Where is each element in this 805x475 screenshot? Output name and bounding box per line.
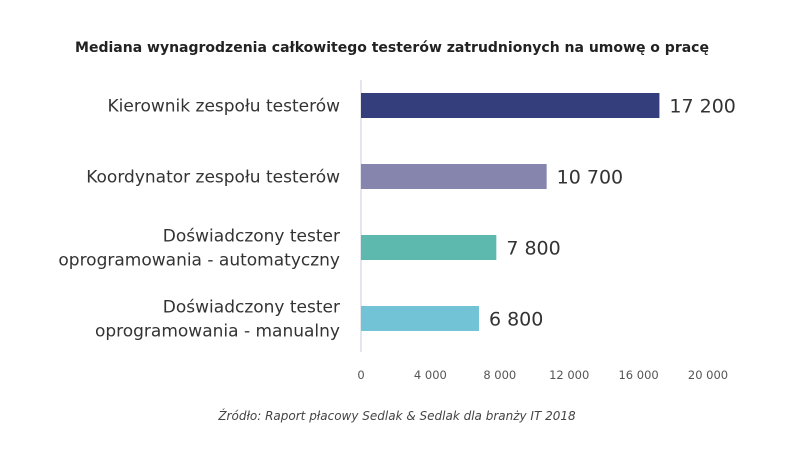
category-label: Doświadczony tester — [163, 227, 340, 247]
data-label: 7 800 — [506, 238, 560, 260]
category-label: Doświadczony tester — [163, 298, 340, 318]
x-tick-label: 8 000 — [483, 368, 516, 382]
chart-title: Mediana wynagrodzenia całkowitego tester… — [75, 40, 709, 56]
category-label: oprogramowania - manualny — [95, 322, 340, 342]
source-note: Źródło: Raport płacowy Sedlak & Sedlak d… — [217, 408, 576, 423]
x-tick-label: 4 000 — [414, 368, 447, 382]
x-tick-label: 20 000 — [688, 368, 728, 382]
data-label: 17 200 — [669, 96, 735, 118]
category-label: Kierownik zespołu testerów — [108, 97, 341, 117]
bar — [361, 306, 479, 331]
x-tick-label: 12 000 — [549, 368, 589, 382]
bar — [361, 164, 547, 189]
bar — [361, 93, 660, 118]
category-label: oprogramowania - automatyczny — [58, 251, 340, 271]
x-tick-label: 16 000 — [618, 368, 658, 382]
category-label: Koordynator zespołu testerów — [86, 168, 340, 188]
x-tick-label: 0 — [357, 368, 364, 382]
data-label: 10 700 — [557, 167, 623, 189]
data-label: 6 800 — [489, 309, 543, 331]
bar — [361, 235, 497, 260]
